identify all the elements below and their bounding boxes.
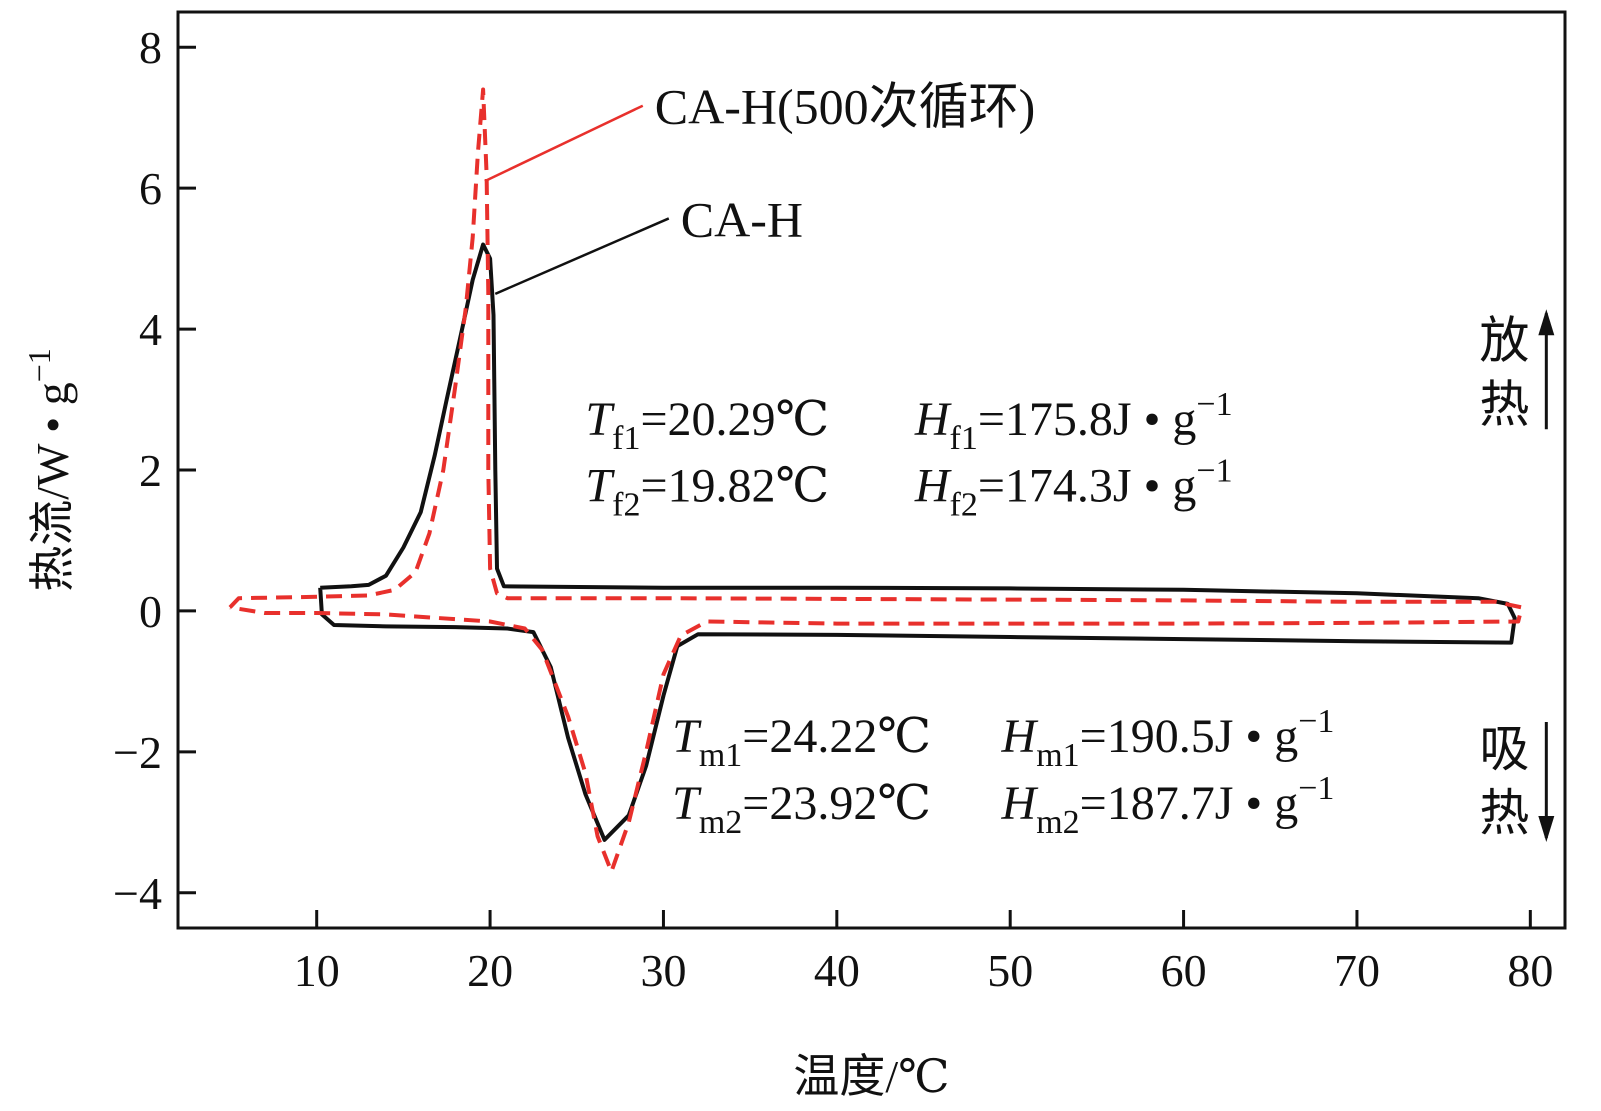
x-tick-label: 60 xyxy=(1161,945,1207,996)
series-leader-line xyxy=(494,217,670,295)
annotation-value: =19.82℃ xyxy=(640,460,829,513)
annotation-symbol: T xyxy=(672,777,702,830)
y-tick-label: 6 xyxy=(139,163,162,214)
annotation-text: Hf2=174.3J • g−1 xyxy=(914,453,1233,524)
side-label-char: 放 xyxy=(1479,312,1529,368)
series-label: CA-H(500次循环) xyxy=(655,79,1036,135)
annotation-subscript: f2 xyxy=(950,487,978,524)
annotation-symbol: T xyxy=(585,460,615,513)
series-layer xyxy=(228,87,1524,874)
annotation-value: =23.92℃ xyxy=(742,777,931,830)
annotation-subscript: m2 xyxy=(1036,804,1079,841)
annotation-superscript: −1 xyxy=(1196,453,1232,490)
arrow-up-icon xyxy=(1538,309,1555,336)
annotation-symbol: T xyxy=(585,393,615,446)
y-tick-label: −2 xyxy=(113,727,162,778)
annotation-superscript: −1 xyxy=(1298,703,1334,740)
side-label-char: 热 xyxy=(1479,785,1529,841)
annotation-subscript: m1 xyxy=(699,737,742,774)
annotation-subscript: m1 xyxy=(1036,737,1079,774)
annotation-superscript: −1 xyxy=(1298,770,1334,807)
y-axis-title-sup: −1 xyxy=(21,348,57,382)
annotation-subscript: f2 xyxy=(612,487,640,524)
annotation-symbol: H xyxy=(1001,710,1039,763)
annotation-text: Hm1=190.5J • g−1 xyxy=(1001,703,1335,774)
annotation-value: =24.22℃ xyxy=(742,710,931,763)
y-tick-label: 0 xyxy=(139,586,162,637)
x-axis-title: 温度/℃ xyxy=(793,1051,949,1102)
annotation-text: Hf1=175.8J • g−1 xyxy=(914,386,1233,457)
annotation-symbol: H xyxy=(1001,777,1039,830)
x-tick-label: 70 xyxy=(1334,945,1380,996)
annotation-text: Tf2=19.82℃ xyxy=(585,460,829,524)
side-label-char: 热 xyxy=(1479,376,1529,432)
annotation-text: Tf1=20.29℃ xyxy=(585,393,829,457)
y-tick-label: 4 xyxy=(139,304,162,355)
y-axis-title: 热流/W • g−1 xyxy=(21,348,78,592)
x-tick-label: 20 xyxy=(467,945,513,996)
annotation-symbol: H xyxy=(914,460,952,513)
y-tick-label: 2 xyxy=(139,445,162,496)
annotation-superscript: −1 xyxy=(1196,386,1232,423)
x-tick-label: 50 xyxy=(987,945,1033,996)
series-label-layer: CA-H(500次循环) CA-H xyxy=(484,79,1036,295)
annotation-value: =190.5J • g xyxy=(1080,710,1299,763)
y-axis-title-main: 热流/W • g xyxy=(27,382,78,591)
x-tick-label: 10 xyxy=(294,945,340,996)
series-label: CA-H xyxy=(681,191,803,247)
annotation-value: =187.7J • g xyxy=(1080,777,1299,830)
annotation-text: Tm2=23.92℃ xyxy=(672,777,931,841)
y-tick-label: 8 xyxy=(139,22,162,73)
x-tick-label: 30 xyxy=(640,945,686,996)
annotation-value: =175.8J • g xyxy=(978,393,1197,446)
y-tick-label: −4 xyxy=(113,868,162,919)
annotation-text: Tm1=24.22℃ xyxy=(672,710,931,774)
series-leader-line xyxy=(484,104,644,183)
annotation-value: =174.3J • g xyxy=(978,460,1197,513)
annotation-text: Hm2=187.7J • g−1 xyxy=(1001,770,1335,841)
annotation-subscript: f1 xyxy=(612,420,640,457)
annotation-value: =20.29℃ xyxy=(640,393,829,446)
annotation-subscript: m2 xyxy=(699,804,742,841)
annotation-symbol: H xyxy=(914,393,952,446)
x-tick-label: 80 xyxy=(1507,945,1553,996)
arrow-down-icon xyxy=(1538,815,1555,842)
side-label-char: 吸 xyxy=(1479,721,1529,777)
x-tick-label: 40 xyxy=(814,945,860,996)
annotation-symbol: T xyxy=(672,710,702,763)
annotation-subscript: f1 xyxy=(950,420,978,457)
